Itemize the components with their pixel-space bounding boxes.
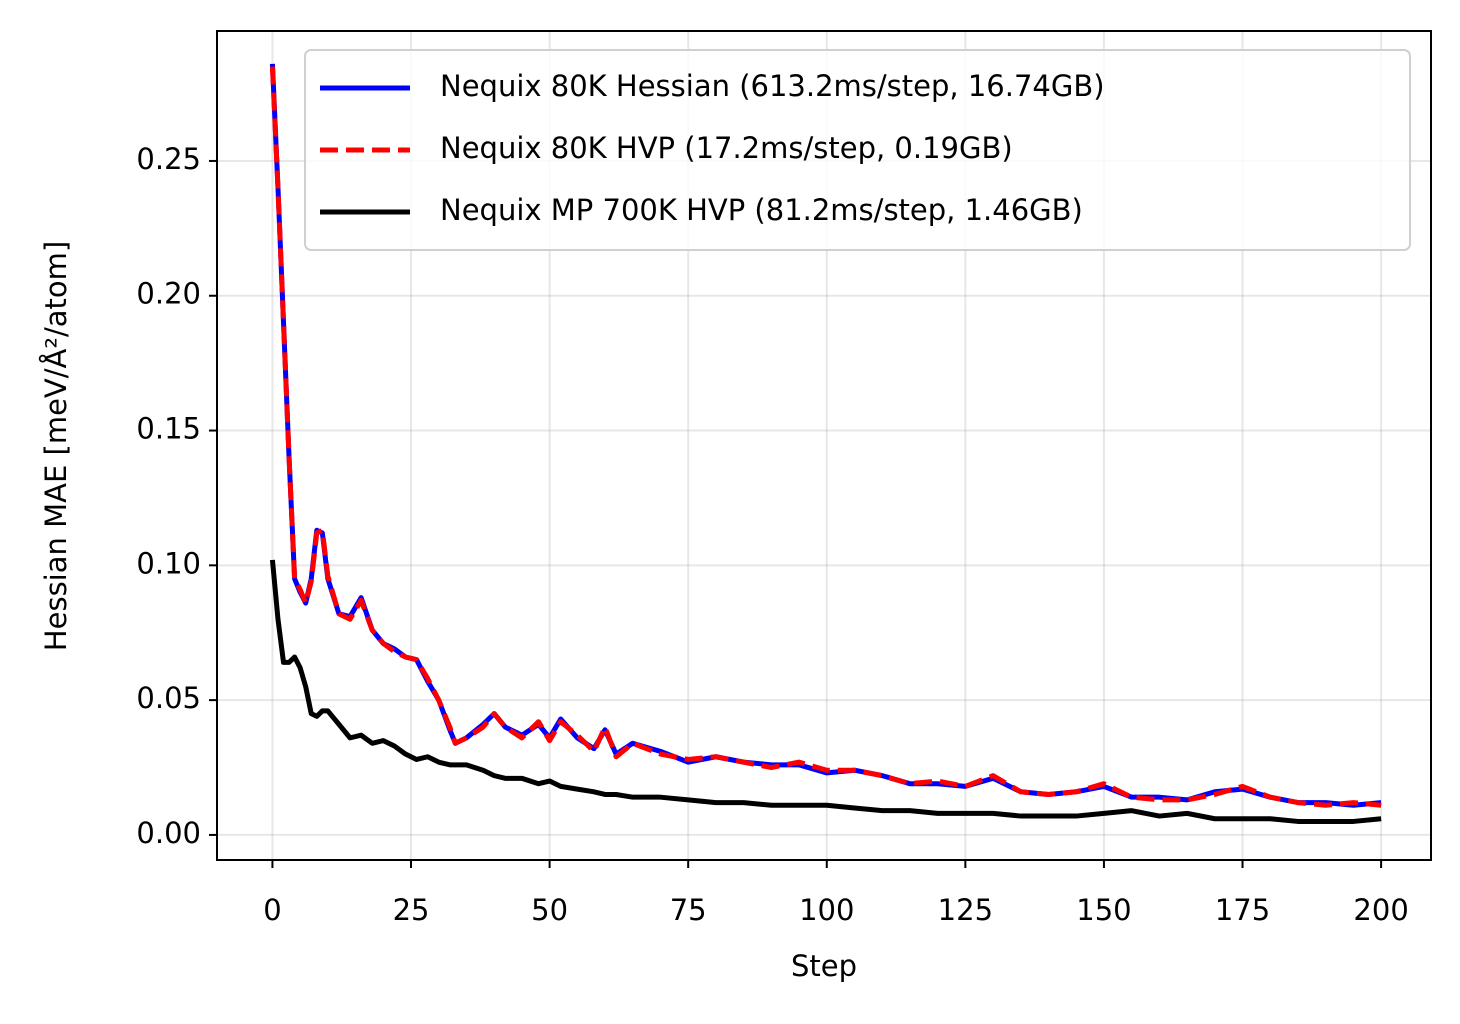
legend-box bbox=[304, 49, 1411, 251]
x-tick-label: 0 bbox=[263, 893, 281, 927]
x-tick-label: 175 bbox=[1215, 893, 1270, 927]
x-tick-label: 125 bbox=[938, 893, 993, 927]
data-line bbox=[269, 559, 1382, 824]
x-tick-label: 150 bbox=[1076, 893, 1131, 927]
y-axis-label: Hessian MAE [meV/Å²/atom] bbox=[39, 241, 73, 651]
y-tick-label: 0.25 bbox=[136, 142, 201, 176]
plot-frame bbox=[216, 30, 1432, 861]
x-tick-label: 75 bbox=[670, 893, 707, 927]
x-tick-label: 100 bbox=[799, 893, 854, 927]
y-tick-label: 0.10 bbox=[136, 546, 201, 580]
x-tick-label: 25 bbox=[393, 893, 430, 927]
data-line bbox=[269, 66, 1382, 808]
y-tick-label: 0.20 bbox=[136, 277, 201, 311]
legend-label: Nequix 80K Hessian (613.2ms/step, 16.74G… bbox=[440, 69, 1105, 103]
legend-label: Nequix MP 700K HVP (81.2ms/step, 1.46GB) bbox=[440, 193, 1083, 227]
y-tick-label: 0.05 bbox=[136, 681, 201, 715]
x-tick-label: 200 bbox=[1353, 893, 1408, 927]
x-axis-label: Step bbox=[791, 949, 857, 983]
legend-label: Nequix 80K HVP (17.2ms/step, 0.19GB) bbox=[440, 131, 1013, 165]
x-tick-label: 50 bbox=[531, 893, 568, 927]
y-tick-label: 0.00 bbox=[136, 816, 201, 850]
y-tick-label: 0.15 bbox=[136, 412, 201, 446]
